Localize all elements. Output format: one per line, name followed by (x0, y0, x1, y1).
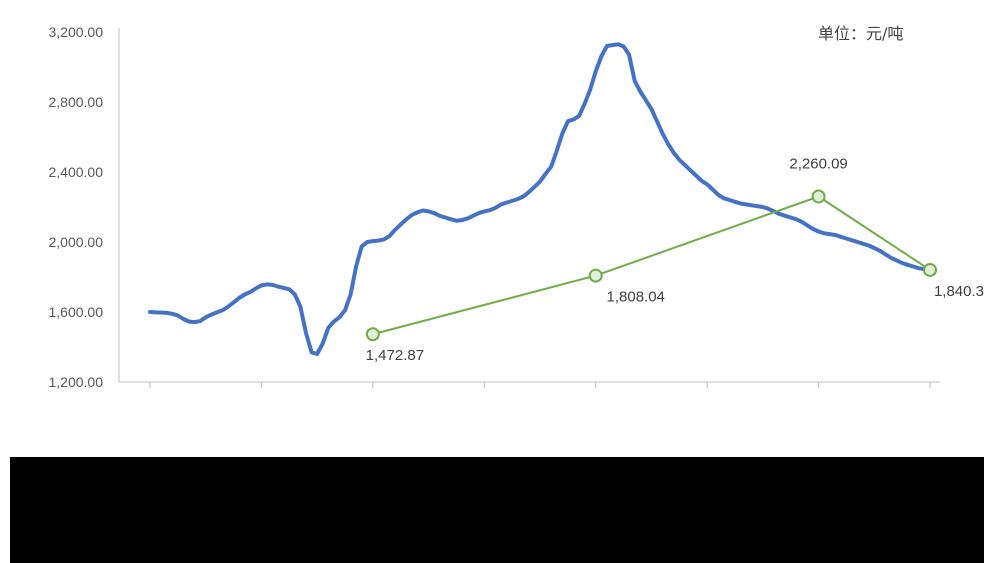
data-label: 1,840.3 (934, 283, 984, 300)
data-point (923, 262, 937, 277)
y-tick-label: 3,200.00 (49, 24, 104, 40)
series-line-green (372, 195, 931, 336)
y-tick-label: 1,200.00 (49, 374, 104, 390)
data-point (811, 189, 826, 204)
unit-label: 单位：元/吨 (818, 24, 904, 43)
y-tick-label: 2,000.00 (49, 234, 104, 250)
data-label: 1,472.87 (366, 347, 424, 364)
occluded-region (10, 457, 984, 563)
series-line-blue (148, 42, 932, 356)
data-label: 2,260.09 (789, 155, 847, 172)
data-point (365, 327, 380, 342)
data-point (588, 268, 603, 283)
y-tick-label: 1,600.00 (49, 304, 104, 320)
y-tick-label: 2,800.00 (49, 94, 104, 110)
data-label: 1,808.04 (607, 289, 665, 306)
y-tick-label: 2,400.00 (49, 164, 104, 180)
